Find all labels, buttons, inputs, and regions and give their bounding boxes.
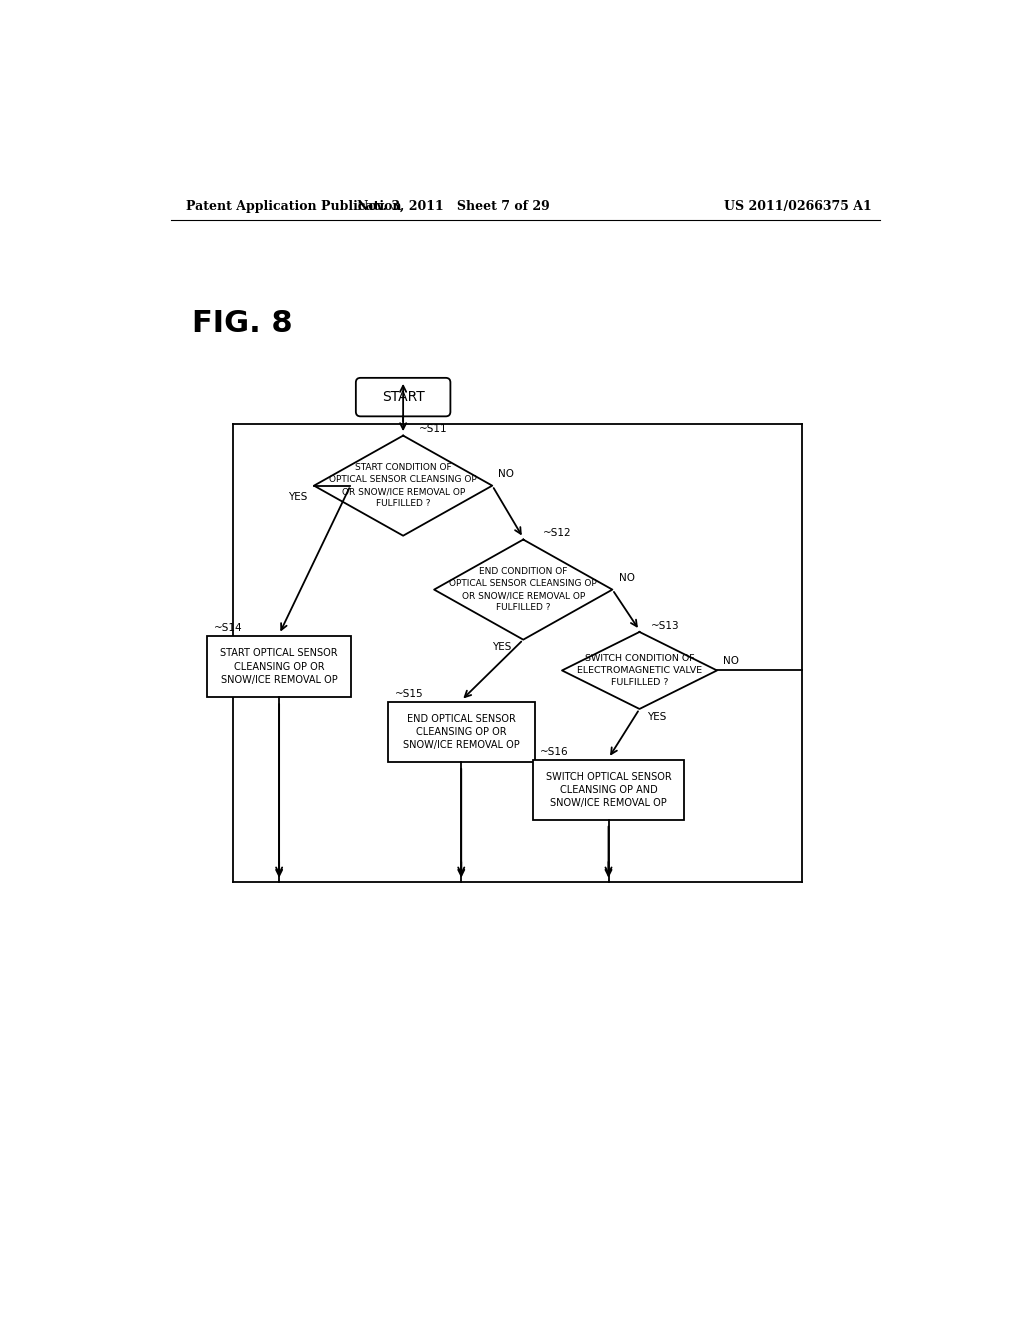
Text: YES: YES bbox=[647, 711, 667, 722]
Text: Patent Application Publication: Patent Application Publication bbox=[186, 199, 401, 213]
Text: ~S11: ~S11 bbox=[419, 425, 447, 434]
Text: END CONDITION OF
OPTICAL SENSOR CLEANSING OP
OR SNOW/ICE REMOVAL OP
FULFILLED ?: END CONDITION OF OPTICAL SENSOR CLEANSIN… bbox=[450, 568, 597, 611]
Polygon shape bbox=[434, 540, 612, 640]
Text: US 2011/0266375 A1: US 2011/0266375 A1 bbox=[724, 199, 872, 213]
Polygon shape bbox=[562, 632, 717, 709]
Text: SWITCH OPTICAL SENSOR
CLEANSING OP AND
SNOW/ICE REMOVAL OP: SWITCH OPTICAL SENSOR CLEANSING OP AND S… bbox=[546, 772, 672, 808]
Text: ~S15: ~S15 bbox=[395, 689, 424, 700]
Text: NO: NO bbox=[499, 469, 514, 479]
Bar bbox=[532, 760, 684, 820]
Text: START: START bbox=[382, 391, 425, 404]
Text: ~S16: ~S16 bbox=[540, 747, 568, 758]
Text: START OPTICAL SENSOR
CLEANSING OP OR
SNOW/ICE REMOVAL OP: START OPTICAL SENSOR CLEANSING OP OR SNO… bbox=[220, 648, 338, 685]
Text: YES: YES bbox=[493, 643, 512, 652]
Text: YES: YES bbox=[289, 492, 308, 502]
Text: FIG. 8: FIG. 8 bbox=[191, 309, 292, 338]
Text: NO: NO bbox=[723, 656, 739, 667]
Bar bbox=[388, 702, 535, 762]
Text: START CONDITION OF
OPTICAL SENSOR CLEANSING OP
OR SNOW/ICE REMOVAL OP
FULFILLED : START CONDITION OF OPTICAL SENSOR CLEANS… bbox=[330, 463, 477, 508]
Text: END OPTICAL SENSOR
CLEANSING OP OR
SNOW/ICE REMOVAL OP: END OPTICAL SENSOR CLEANSING OP OR SNOW/… bbox=[402, 714, 519, 750]
Text: Nov. 3, 2011   Sheet 7 of 29: Nov. 3, 2011 Sheet 7 of 29 bbox=[357, 199, 550, 213]
Text: ~S14: ~S14 bbox=[214, 623, 243, 634]
Text: ~S12: ~S12 bbox=[543, 528, 571, 539]
Bar bbox=[208, 636, 351, 697]
Text: ~S13: ~S13 bbox=[651, 620, 680, 631]
FancyBboxPatch shape bbox=[356, 378, 451, 416]
Polygon shape bbox=[314, 436, 493, 536]
Text: SWITCH CONDITION OF
ELECTROMAGNETIC VALVE
FULFILLED ?: SWITCH CONDITION OF ELECTROMAGNETIC VALV… bbox=[577, 655, 702, 686]
Text: NO: NO bbox=[618, 573, 635, 583]
